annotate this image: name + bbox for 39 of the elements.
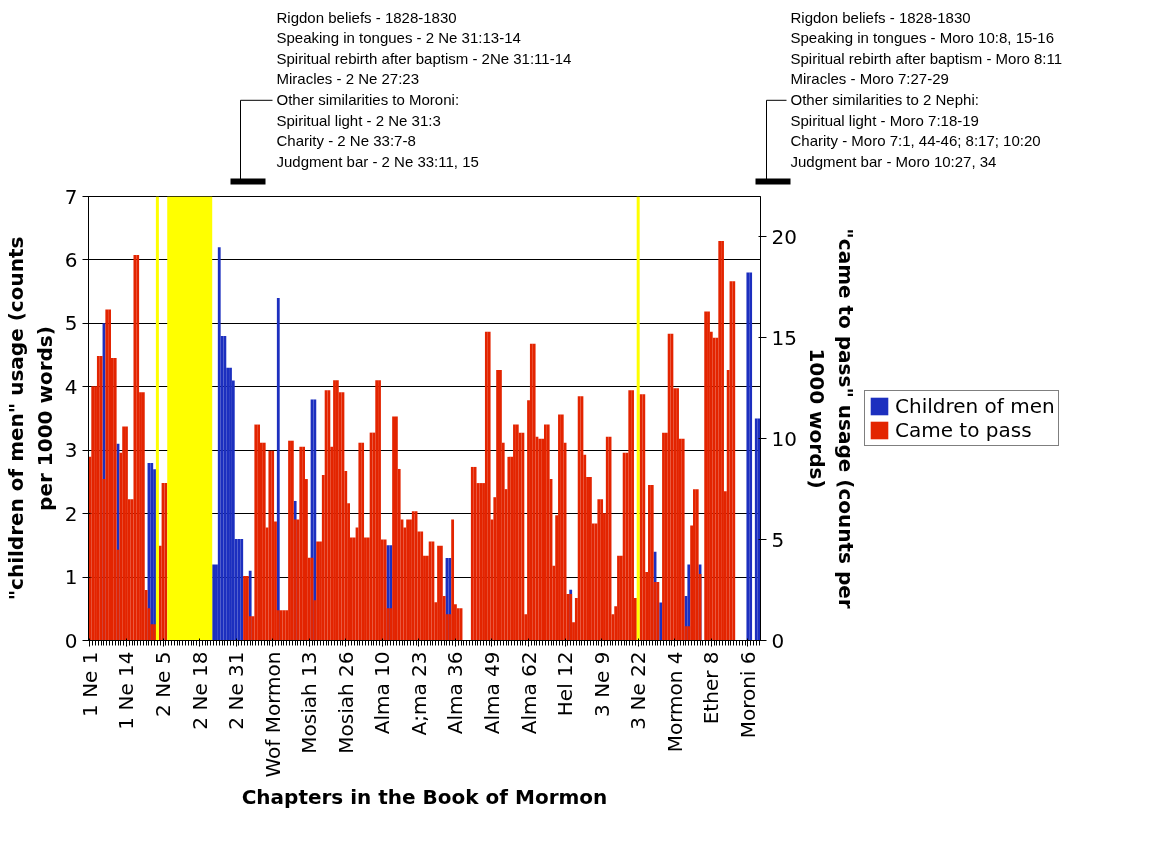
x-axis-title: Chapters in the Book of Mormon — [241, 785, 608, 810]
x-tick-label: Alma 10 — [370, 651, 395, 735]
y2-tick-label: 0 — [771, 628, 785, 653]
x-tick-label: Alma 36 — [443, 651, 468, 735]
legend-label: Children of men — [895, 394, 1055, 418]
x-tick-label: Hel 12 — [553, 651, 578, 717]
x-tick-label: Alma 49 — [479, 651, 504, 735]
y-tick-label: 2 — [64, 501, 78, 526]
x-tick-label: 2 Ne 31 — [224, 651, 249, 730]
x-tick-label: 2 Ne 18 — [187, 651, 212, 730]
y-tick-label: 3 — [64, 438, 78, 463]
y-tick-label: 1 — [64, 565, 78, 590]
x-tick-label: Moroni 6 — [735, 651, 760, 739]
y2-axis-title: "came to pass" usage (counts per 1000 words) — [804, 228, 858, 609]
x-tick-label: Mormon 4 — [662, 651, 687, 753]
x-tick-label: 1 Ne 14 — [114, 651, 139, 730]
y-tick-label: 7 — [64, 184, 78, 209]
text: Rigdon beliefs - 1828-1830 Speaking in tongues - Moro 10:8, 15-16 Spiritual rebirth after baptism - Moro 8:11 Miracles - Moro 7:27-29 Other similarities to 2 Nephi: Spiritual light - Moro 7:18-19 Charity - Moro 7:1, 44-46; 8:17; 10:20 Judgment bar - Moro 10:27, 34 — [790, 8, 1063, 170]
y-tick-label: 4 — [64, 374, 78, 399]
y2-tick-label: 20 — [771, 224, 797, 249]
y2-tick-label: 10 — [771, 426, 797, 451]
y2-tick-label: 5 — [771, 527, 785, 552]
x-tick-label: Ether 8 — [699, 651, 724, 725]
x-tick-label: 1 Ne 1 — [77, 651, 102, 717]
x-tick-label: 2 Ne 5 — [151, 651, 176, 717]
y-tick-label: 6 — [64, 247, 78, 272]
x-tick-label: Alma 62 — [516, 651, 541, 735]
x-tick-label: 3 Ne 22 — [626, 651, 651, 730]
x-tick-label: Wof Mormon — [260, 651, 285, 778]
y-axis-title: "children of men" usage (counts per 1000 words) — [3, 236, 57, 601]
x-tick-label: A;ma 23 — [406, 651, 431, 736]
text: Rigdon beliefs - 1828-1830 Speaking in tongues - 2 Ne 31:13-14 Spiritual rebirth after baptism - 2Ne 31:11-14 Miracles - 2 Ne 27:23 Other similarities to Moroni: Spiritual light - 2 Ne 31:3 Charity - 2 Ne 33:7-8 Judgment bar - 2 Ne 33:11, 15 — [276, 8, 572, 170]
x-tick-label: Mosiah 26 — [333, 651, 358, 754]
legend-label: Came to pass — [895, 418, 1032, 442]
x-tick-label: 3 Ne 9 — [589, 651, 614, 717]
y2-tick-label: 15 — [771, 325, 797, 350]
x-tick-label: Mosiah 13 — [297, 651, 322, 754]
y-tick-label: 0 — [64, 628, 78, 653]
y-tick-label: 5 — [64, 311, 78, 336]
